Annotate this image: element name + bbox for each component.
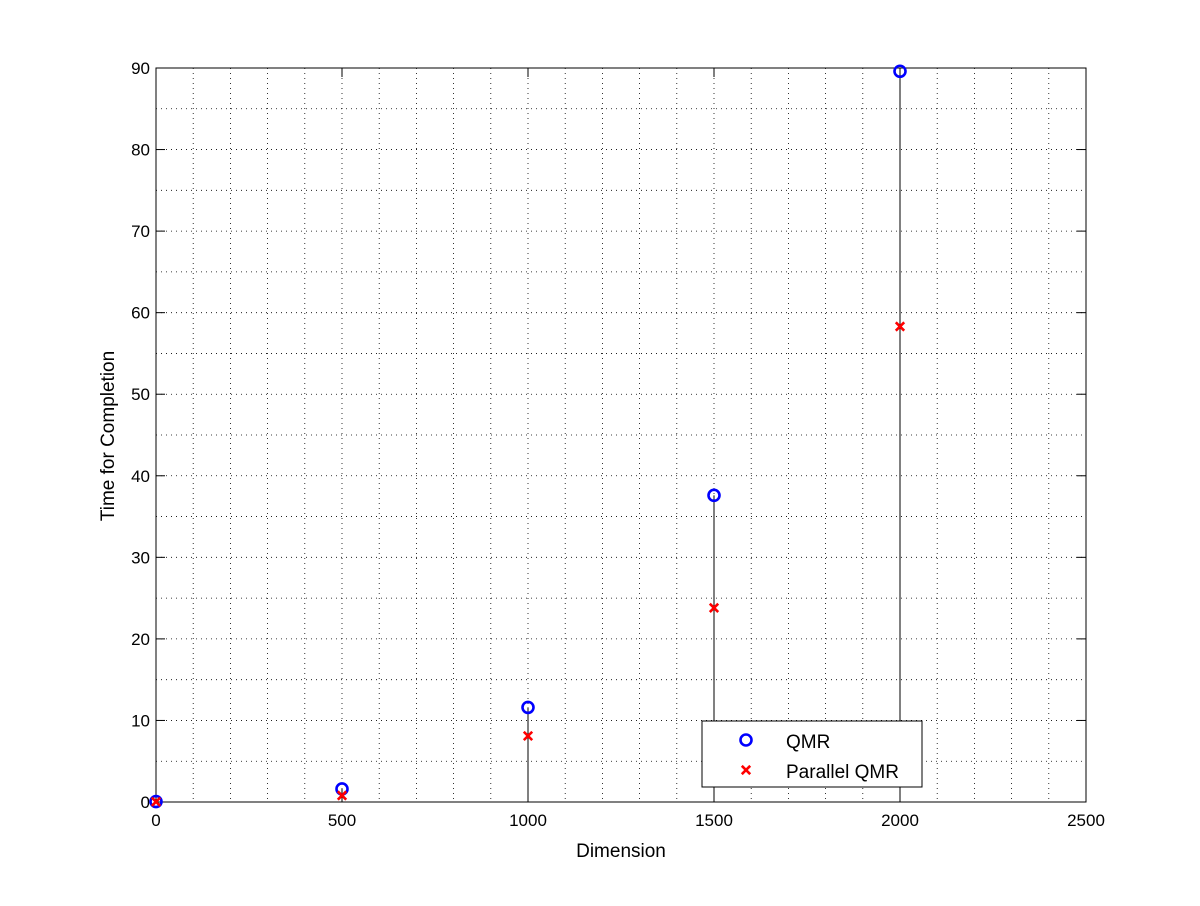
qmr-point <box>149 794 163 809</box>
legend-label-qmr: QMR <box>786 732 830 753</box>
legend-symbol-qmr <box>739 733 753 747</box>
y-tick-labels: 0 10 20 30 40 50 60 70 80 90 <box>131 59 150 812</box>
x-tick-label: 1000 <box>509 811 547 830</box>
parallel-qmr-point <box>150 796 162 807</box>
x-tick-label: 0 <box>151 811 160 830</box>
x-axis-label: Dimension <box>576 841 666 862</box>
x-tick-label: 2000 <box>881 811 919 830</box>
parallel-qmr-point <box>894 321 906 332</box>
y-tick-label: 20 <box>131 630 150 649</box>
qmr-point <box>893 64 907 79</box>
x-tick-label: 2500 <box>1067 811 1105 830</box>
qmr-point <box>521 700 535 715</box>
y-axis-label: Time for Completion <box>98 351 119 521</box>
y-tick-label: 50 <box>131 385 150 404</box>
legend-symbol-parallel-qmr <box>740 764 752 776</box>
legend-marker-parallel-qmr <box>740 764 752 776</box>
qmr-point <box>707 488 721 503</box>
y-tick-label: 80 <box>131 141 150 160</box>
parallel-qmr-point-stroke <box>522 730 534 742</box>
parallel-qmr-point-stroke <box>894 321 906 332</box>
parallel-qmr-point <box>522 730 534 742</box>
legend-label-parallel-qmr: Parallel QMR <box>786 762 899 783</box>
x-tick-label: 500 <box>328 811 356 830</box>
parallel-qmr-point-stroke <box>708 602 720 614</box>
plot-frame <box>155 67 1087 803</box>
y-tick-label: 60 <box>131 304 150 323</box>
legend: QMR Parallel QMR <box>701 720 923 788</box>
y-tick-label: 40 <box>131 467 150 486</box>
legend-symbol-parallel-qmr-stroke <box>740 764 752 776</box>
y-tick-label: 0 <box>141 793 150 812</box>
parallel-qmr-point <box>708 602 720 614</box>
y-tick-label: 10 <box>131 711 150 730</box>
y-tick-label: 70 <box>131 222 150 241</box>
y-tick-label: 90 <box>131 59 150 78</box>
x-tick-label: 1500 <box>695 811 733 830</box>
parallel-qmr-point <box>336 790 348 801</box>
x-tick-labels: 0 500 1000 1500 2000 2500 <box>151 811 1105 830</box>
parallel-qmr-point-stroke <box>150 796 162 807</box>
y-tick-label: 30 <box>131 548 150 567</box>
data-markers <box>149 64 907 809</box>
minor-grid <box>156 68 1086 802</box>
legend-marker-qmr <box>739 733 753 747</box>
parallel-qmr-point-stroke <box>336 790 348 801</box>
legend-box <box>701 720 923 788</box>
